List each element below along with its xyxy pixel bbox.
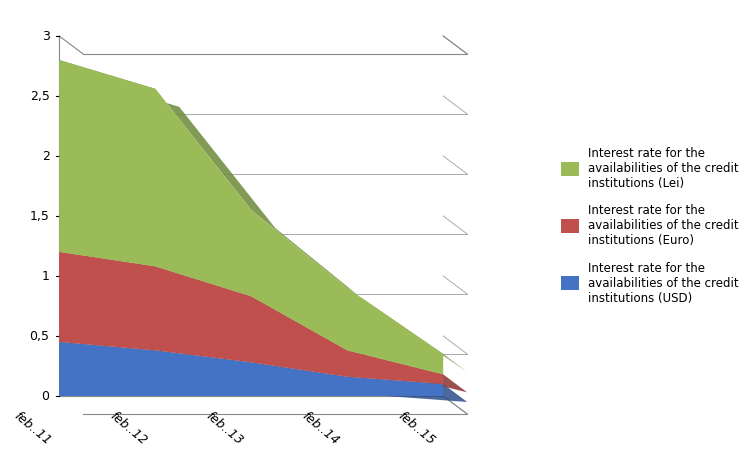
Polygon shape [59, 342, 443, 396]
Text: feb..11: feb..11 [11, 408, 53, 446]
Polygon shape [59, 61, 443, 375]
Polygon shape [59, 61, 467, 372]
Text: 0: 0 [41, 390, 50, 403]
Text: feb..14: feb..14 [299, 408, 341, 446]
Text: feb..12: feb..12 [107, 408, 149, 446]
Text: 1,5: 1,5 [30, 210, 50, 223]
Text: 2,5: 2,5 [30, 90, 50, 103]
Legend: Interest rate for the
availabilities of the credit
institutions (Lei), Interest : Interest rate for the availabilities of … [561, 147, 738, 304]
Polygon shape [59, 253, 467, 392]
Text: 3: 3 [41, 30, 50, 43]
Text: feb..13: feb..13 [203, 408, 245, 446]
Text: 0,5: 0,5 [29, 330, 50, 343]
Text: 1: 1 [41, 270, 50, 283]
Polygon shape [59, 253, 443, 384]
Polygon shape [59, 342, 467, 402]
Text: feb..15: feb..15 [395, 408, 437, 446]
Text: 2: 2 [41, 150, 50, 163]
